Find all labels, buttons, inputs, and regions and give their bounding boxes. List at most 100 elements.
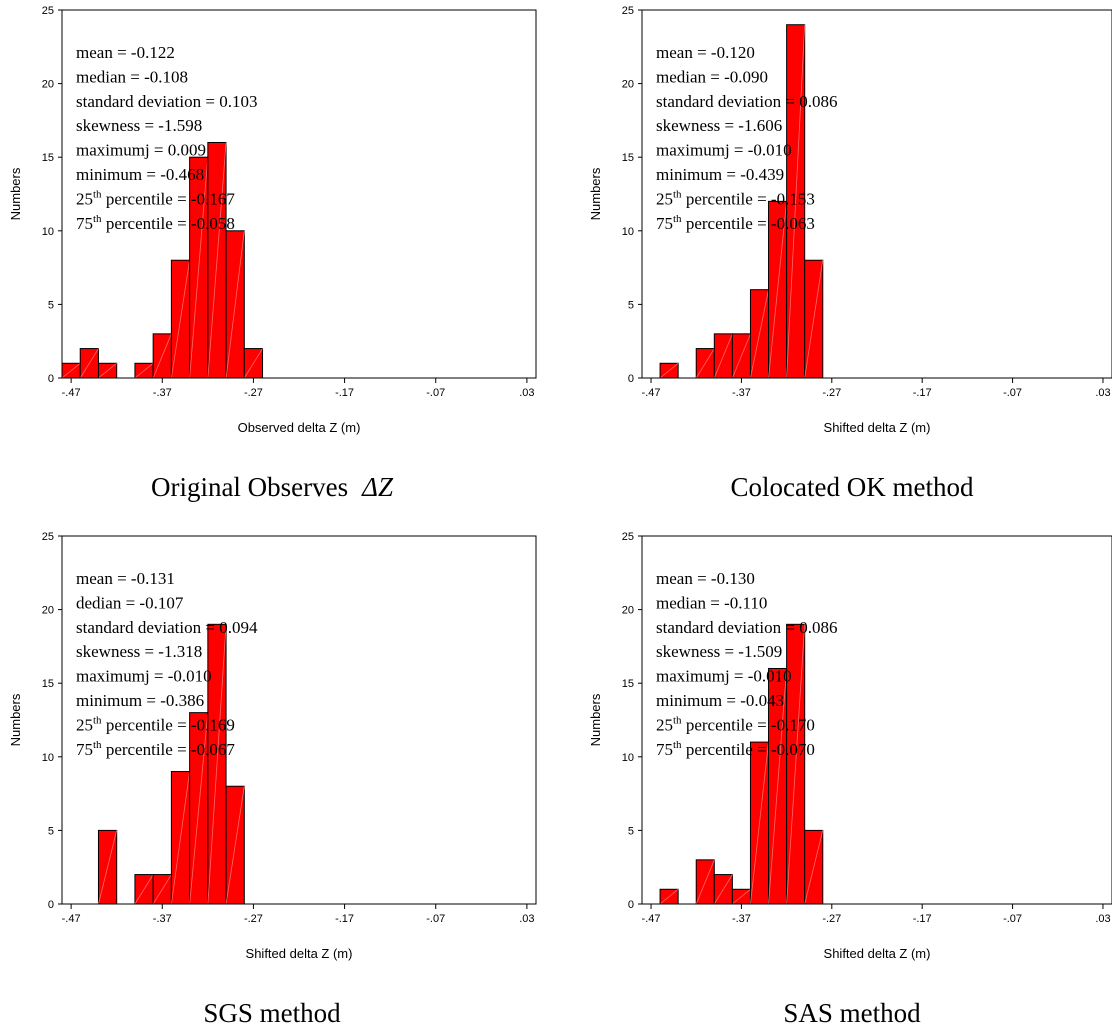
histogram-bar <box>749 741 770 905</box>
y-tick-label: 20 <box>42 79 54 91</box>
histogram-bar <box>659 362 679 379</box>
y-tick-label: 10 <box>622 752 634 764</box>
x-tick-label: -.17 <box>913 387 932 399</box>
stat-line: standard deviation = 0.094 <box>76 618 258 637</box>
y-tick-label: 25 <box>622 5 634 17</box>
histogram-bar <box>713 333 733 379</box>
histogram-bar <box>749 289 770 379</box>
plot-frame <box>641 535 1112 905</box>
histogram-bar <box>152 333 172 379</box>
x-tick-label: .03 <box>1095 913 1110 925</box>
x-tick-label: -.07 <box>426 387 445 399</box>
stat-line: 25th percentile = -0.167 <box>76 188 235 208</box>
stat-line: skewness = -1.606 <box>656 116 782 135</box>
stat-line: standard deviation = 0.103 <box>76 92 257 111</box>
y-axis-label: Numbers <box>588 693 603 746</box>
y-tick-label: 15 <box>622 152 634 164</box>
histogram-bar <box>768 200 788 379</box>
y-tick-label: 20 <box>622 79 634 91</box>
panel-caption: Colocated OK method <box>731 472 974 502</box>
plot-frame <box>61 9 537 379</box>
y-tick-label: 15 <box>622 678 634 690</box>
stat-line: 75th percentile = -0.070 <box>656 739 815 759</box>
stat-line: standard deviation = 0.086 <box>656 92 837 111</box>
x-tick-label: .03 <box>519 387 534 399</box>
x-tick-label: -.37 <box>153 387 172 399</box>
x-axis-label: Shifted delta Z (m) <box>824 420 931 435</box>
panel-caption: SAS method <box>783 998 921 1028</box>
x-tick-label: -.17 <box>335 913 354 925</box>
x-tick-label: -.07 <box>426 913 445 925</box>
histogram-bar <box>695 859 715 905</box>
stat-line: mean = -0.130 <box>656 569 755 588</box>
y-tick-label: 25 <box>42 5 54 17</box>
x-tick-label: -.47 <box>642 387 661 399</box>
stat-line: maximumj = -0.010 <box>76 667 212 686</box>
x-tick-label: .03 <box>1095 387 1110 399</box>
x-tick-label: -.27 <box>244 387 263 399</box>
histogram-bar <box>97 829 118 905</box>
histogram-bar <box>713 874 733 905</box>
histogram-bar <box>97 362 118 379</box>
histogram-bar <box>786 24 806 379</box>
histogram-bar <box>804 259 824 379</box>
stat-line: median = -0.090 <box>656 67 768 86</box>
histogram-panel-2: 0 5 10 15 20 25 -.47 -.37 -.27 -.17 -.07 .03 Shifted… <box>588 5 1112 502</box>
y-tick-label: 5 <box>48 825 54 837</box>
y-tick-label: 25 <box>622 531 634 543</box>
stat-line: maximumj = 0.009 <box>76 141 206 160</box>
stat-line: minimum = -0.439 <box>656 165 784 184</box>
stats-annotation: mean = -0.130 median = -0.110 standard dev… <box>656 569 837 759</box>
stats-annotation: mean = -0.122 median = -0.108 standard dev… <box>76 43 257 233</box>
histogram-bar <box>152 874 172 905</box>
panel-caption: Original Observes ΔZ <box>151 472 394 502</box>
histogram-bar <box>225 785 245 905</box>
stat-line: median = -0.110 <box>656 593 767 612</box>
plot-frame <box>641 9 1112 379</box>
stat-line: 25th percentile = -0.169 <box>76 714 235 734</box>
y-tick-label: 15 <box>42 152 54 164</box>
plot-frame <box>61 535 537 905</box>
y-tick-label: 5 <box>628 299 634 311</box>
stat-line: 25th percentile = -0.153 <box>656 188 815 208</box>
stat-line: standard deviation = 0.086 <box>656 618 837 637</box>
y-tick-label: 0 <box>628 899 634 911</box>
x-axis-label: Shifted delta Z (m) <box>246 946 353 961</box>
x-tick-label: -.07 <box>1003 913 1022 925</box>
stat-line: mean = -0.122 <box>76 43 175 62</box>
histogram-bar <box>207 141 227 379</box>
y-axis-label: Numbers <box>8 693 23 746</box>
x-tick-label: -.17 <box>335 387 354 399</box>
y-tick-label: 10 <box>622 226 634 238</box>
stat-line: 75th percentile = -0.067 <box>76 739 235 759</box>
stat-line: 75th percentile = -0.058 <box>76 213 235 233</box>
y-tick-label: 0 <box>628 373 634 385</box>
x-tick-label: -.27 <box>822 913 841 925</box>
x-tick-label: .03 <box>519 913 534 925</box>
x-tick-label: -.17 <box>913 913 932 925</box>
stats-annotation: mean = -0.120 median = -0.090 standard dev… <box>656 43 837 233</box>
y-tick-label: 5 <box>628 825 634 837</box>
y-tick-label: 10 <box>42 226 54 238</box>
y-axis-label: Numbers <box>8 167 23 220</box>
y-tick-label: 5 <box>48 299 54 311</box>
y-tick-label: 0 <box>48 899 54 911</box>
stat-line: skewness = -1.318 <box>76 642 202 661</box>
x-axis-label: Shifted delta Z (m) <box>824 946 931 961</box>
stat-line: dedian = -0.107 <box>76 593 184 612</box>
histogram-panel-4: 0 5 10 15 20 25 -.47 -.37 -.27 -.17 -.07 .03 Shifted… <box>588 531 1112 1028</box>
y-tick-label: 20 <box>622 605 634 617</box>
stat-line: median = -0.108 <box>76 67 188 86</box>
stat-line: minimum = -0.043 <box>656 691 784 710</box>
histogram-panel-3: 0 5 10 15 20 25 -.47 -.37 -.27 -.17 -.07 .03 Shifted… <box>8 531 537 1028</box>
x-axis-label: Observed delta Z (m) <box>238 420 361 435</box>
stat-line: minimum = -0.468 <box>76 165 204 184</box>
x-tick-label: -.47 <box>62 387 81 399</box>
y-axis-label: Numbers <box>588 167 603 220</box>
stat-line: skewness = -1.509 <box>656 642 782 661</box>
histogram-panel-1: 0 5 10 15 20 25 -.47 -.37 -.27 -.17 -.07 .03 Observe… <box>8 5 537 502</box>
x-tick-label: -.27 <box>822 387 841 399</box>
histogram-bar <box>79 348 99 379</box>
stat-line: skewness = -1.598 <box>76 116 202 135</box>
